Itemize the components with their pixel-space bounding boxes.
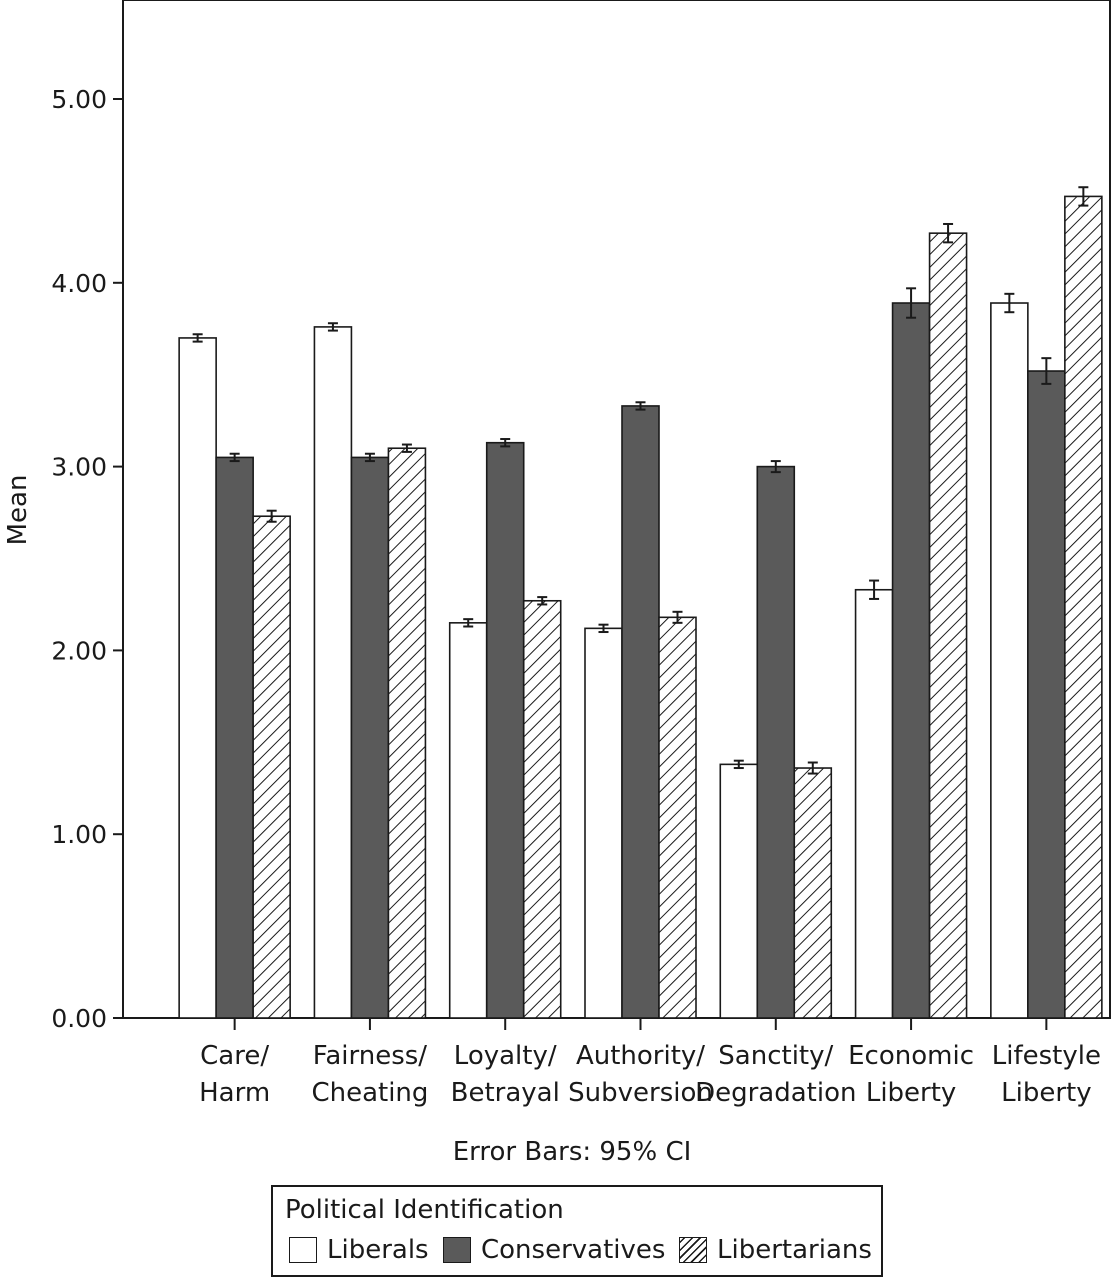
- y-tick-label: 4.00: [51, 269, 107, 298]
- bar-chart: 0.00 1.00 2.00 3.00 4.00 5.00 Care/Harm Fairne…: [3, 0, 1111, 1167]
- bar-libertarians-6: [1064, 195, 1103, 1019]
- bar-libertarians-0: [252, 515, 291, 1019]
- y-axis-label: Mean: [3, 475, 33, 546]
- y-axis: 0.00 1.00 2.00 3.00 4.00 5.00: [51, 85, 123, 1033]
- bar-conservatives-1: [350, 456, 390, 1019]
- x-tick-label: Liberty: [1001, 1078, 1091, 1108]
- bar-conservatives-6: [1027, 370, 1066, 1019]
- conservatives-swatch: [443, 1237, 471, 1263]
- liberals-swatch: [289, 1237, 317, 1263]
- x-tick-label: Lifestyle: [992, 1041, 1101, 1071]
- bar-libertarians-4: [793, 767, 833, 1019]
- x-tick-label: Degradation: [695, 1078, 856, 1108]
- legend-label-conservatives: Conservatives: [481, 1235, 666, 1265]
- bar-liberals-2: [448, 622, 488, 1019]
- x-tick-label: Harm: [199, 1078, 270, 1108]
- bar-liberals-6: [990, 302, 1029, 1019]
- bar-conservatives-4: [756, 465, 796, 1019]
- bar-conservatives-3: [621, 405, 660, 1019]
- legend-title: Political Identification: [285, 1195, 564, 1225]
- x-tick-label: Care/: [200, 1041, 269, 1071]
- bar-libertarians-3: [658, 616, 697, 1019]
- bar-liberals-3: [584, 627, 623, 1019]
- x-axis: Care/Harm Fairness/Cheating Loyalty/Betray…: [199, 1018, 1101, 1108]
- y-tick-label: 5.00: [51, 85, 107, 114]
- bar-conservatives-0: [215, 456, 254, 1019]
- legend-item-conservatives: Conservatives: [443, 1235, 665, 1265]
- bar-libertarians-5: [928, 232, 968, 1019]
- y-tick-label: 1.00: [51, 820, 107, 849]
- bar-liberals-0: [178, 337, 217, 1019]
- x-tick-label: Sanctity/: [718, 1041, 833, 1071]
- x-tick-label: Loyalty/: [454, 1041, 557, 1071]
- x-tick-label: Fairness/: [313, 1041, 428, 1071]
- legend: Political Identification Liberals Conser…: [271, 1185, 883, 1277]
- bar-conservatives-5: [891, 302, 931, 1019]
- legend-label-liberals: Liberals: [327, 1235, 429, 1265]
- x-tick-label: Subversion: [568, 1078, 713, 1108]
- bar-series-group: [178, 186, 1103, 1019]
- bar-libertarians-2: [522, 599, 562, 1019]
- bar-liberals-4: [719, 763, 759, 1019]
- x-tick-label: Authority/: [576, 1041, 705, 1071]
- y-tick-label: 0.00: [51, 1004, 107, 1033]
- bar-liberals-1: [313, 326, 353, 1019]
- libertarians-swatch: [679, 1237, 707, 1263]
- x-tick-label: Cheating: [311, 1078, 428, 1108]
- x-tick-label: Liberty: [866, 1078, 956, 1108]
- bar-libertarians-1: [387, 447, 427, 1019]
- legend-item-liberals: Liberals: [289, 1235, 429, 1265]
- x-tick-label: Betrayal: [451, 1078, 560, 1108]
- legend-item-libertarians: Libertarians: [679, 1235, 872, 1265]
- y-tick-label: 2.00: [51, 636, 107, 665]
- bar-conservatives-2: [485, 441, 525, 1019]
- x-tick-label: Economic: [848, 1041, 974, 1071]
- bar-liberals-5: [854, 588, 894, 1019]
- y-tick-label: 3.00: [51, 453, 107, 482]
- legend-label-libertarians: Libertarians: [717, 1235, 872, 1265]
- x-axis-note: Error Bars: 95% CI: [453, 1137, 692, 1167]
